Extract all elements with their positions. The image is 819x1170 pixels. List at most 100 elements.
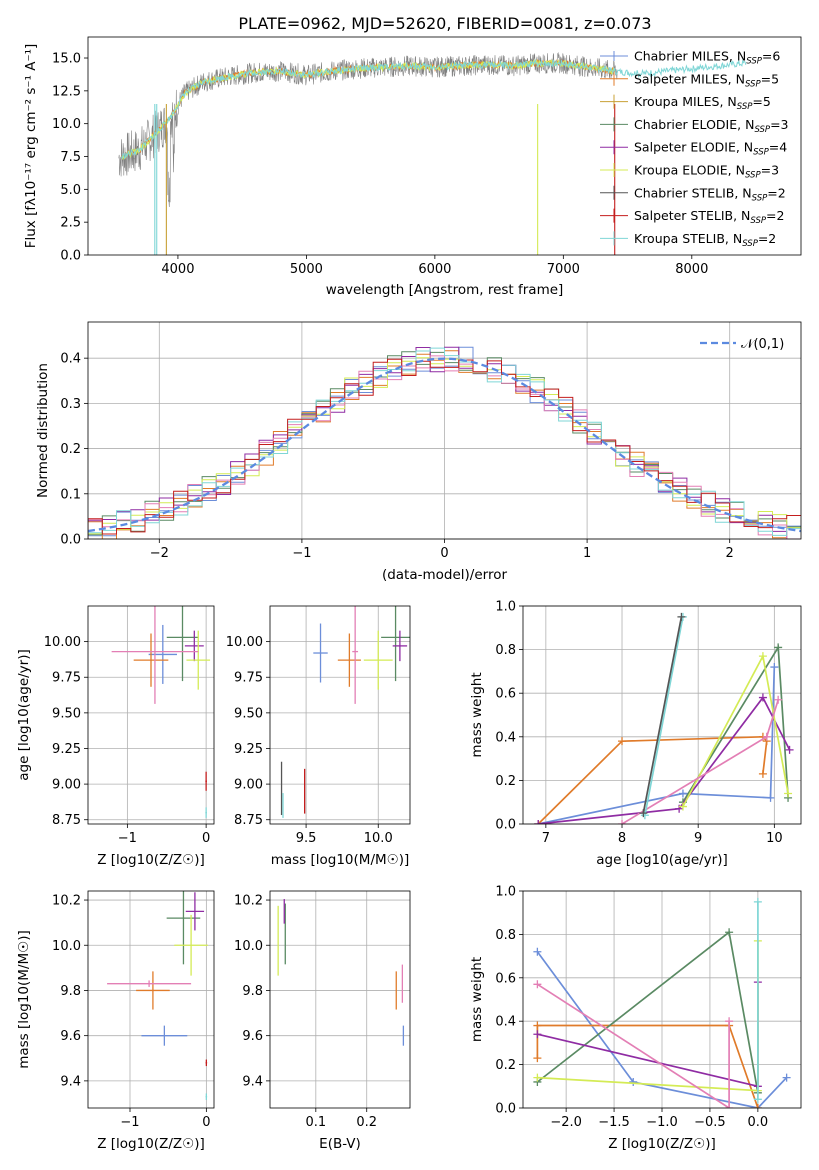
x-tick-label: 0 [202, 1115, 210, 1130]
legend-label-sub: SSP [742, 239, 758, 249]
legend-label-main: Chabrier ELODIE, N [634, 117, 754, 132]
x-tick-label: −1 [118, 831, 137, 846]
y-tick-label: 0.0 [60, 249, 81, 264]
x-tick-label: 6000 [418, 262, 451, 277]
age-vs-mass-panel: 9.5 10.0 8.75 9.00 9.25 9.50 9.75 10.00 mass [lo… [226, 605, 411, 868]
weight-marker [784, 789, 793, 798]
legend-label: Chabrier ELODIE, NSSP=3 [634, 117, 789, 135]
weight-series [536, 983, 730, 1108]
x-tick-label: −1.5 [598, 1115, 630, 1130]
weight-marker [533, 1054, 542, 1063]
y-tick-label: 9.6 [242, 1029, 263, 1044]
y-axis-label: mass weight [469, 672, 485, 757]
error-bars [277, 899, 405, 1046]
y-tick-label: 10.2 [52, 894, 81, 909]
y-tick-label: 0.6 [495, 971, 516, 986]
axes-frame [87, 890, 215, 1109]
y-tick-label: 10.0 [52, 117, 81, 132]
weight-marker [725, 1017, 734, 1026]
y-tick-label: 9.00 [234, 778, 263, 793]
weight-series [536, 1024, 759, 1108]
x-tick-label: −2 [150, 546, 169, 561]
x-tick-label: 0.0 [748, 1115, 769, 1130]
error-bars [107, 891, 208, 1100]
y-tick-label: 0.4 [495, 1015, 516, 1030]
legend-label: Chabrier STELIB, NSSP=2 [634, 185, 786, 203]
weight-marker [533, 1030, 542, 1039]
weight-marker [774, 643, 783, 652]
weight-marker [782, 1073, 791, 1082]
y-tick-label: 0.3 [60, 397, 81, 412]
y-tick-label: 10.0 [234, 939, 263, 954]
x-tick-label: 7 [542, 831, 550, 846]
weight-marker [766, 793, 775, 802]
legend-label: Salpeter MILES, NSSP=5 [634, 71, 779, 89]
legend-label: Salpeter ELODIE, NSSP=4 [634, 140, 787, 158]
legend-label: 𝒩(0,1) [741, 337, 784, 352]
y-tick-label: 9.4 [242, 1074, 263, 1089]
weight-marker [758, 693, 767, 702]
x-tick-label: 0.1 [305, 1115, 326, 1130]
weight-series [538, 696, 791, 824]
x-tick-label: −1.0 [646, 1115, 678, 1130]
spectrum-lines [118, 52, 747, 255]
legend-label-sub: SSP [745, 171, 761, 181]
y-tick-label: 9.50 [52, 706, 81, 721]
axes-frame [87, 36, 802, 256]
y-tick-label: 2.5 [60, 216, 81, 231]
y-tick-label: 0.8 [495, 643, 516, 658]
y-tick-label: 0.4 [495, 730, 516, 745]
y-tick-label: 9.8 [60, 984, 81, 999]
mass-vs-metallicity-panel: −1 0 9.4 9.6 9.8 10.0 10.2 Z [log10(Z/Z☉)] mass … [16, 890, 215, 1152]
legend-label-sub: SSP [745, 79, 761, 89]
legend-label-sub: SSP [746, 57, 762, 67]
x-tick-label: 0.2 [356, 1115, 377, 1130]
y-tick-label: 8.75 [234, 813, 263, 828]
legend-entry: Kroupa MILES, NSSP=5 [600, 94, 771, 112]
legend-label-sub: SSP [754, 125, 770, 135]
axes-frame [269, 605, 411, 825]
x-tick-label: −1 [120, 1115, 139, 1130]
legend-entry: Chabrier STELIB, NSSP=2 [600, 185, 786, 203]
y-tick-label: 0.2 [495, 1058, 516, 1073]
y-tick-label: 0.0 [60, 533, 81, 548]
legend-label-tail: =6 [762, 49, 780, 64]
model-spectrum [120, 58, 747, 160]
weight-lines [533, 897, 791, 1108]
legend-label-sub: SSP [750, 216, 766, 226]
legend-label-main: Salpeter STELIB, N [634, 208, 750, 223]
weight-marker [533, 947, 542, 956]
x-axis-label: Z [log10(Z/Z☉)] [97, 852, 205, 868]
x-axis-label: wavelength [Angstrom, rest frame] [326, 282, 564, 298]
weight-series [537, 940, 759, 1092]
y-tick-label: 1.0 [495, 885, 516, 900]
figure-title: PLATE=0962, MJD=52620, FIBERID=0081, z=0… [238, 14, 651, 33]
x-tick-label: 10 [766, 831, 783, 846]
weight-marker [758, 769, 767, 778]
legend-label-tail: =5 [761, 71, 779, 86]
y-tick-label: 9.75 [52, 671, 81, 686]
legend-label-main: Salpeter ELODIE, N [634, 140, 753, 155]
weight-marker [533, 1073, 542, 1082]
y-tick-label: 0.8 [495, 928, 516, 943]
x-tick-label: 4000 [161, 262, 194, 277]
legend-label: Kroupa ELODIE, NSSP=3 [634, 163, 779, 181]
y-axis-label: mass [log10(M/M☉)] [16, 930, 32, 1069]
x-tick-label: 0 [202, 831, 210, 846]
spectrum-panel: 4000 5000 6000 7000 8000 0.0 2.5 5.0 7.5 10.0 12.5… [23, 36, 802, 298]
legend-label-sub: SSP [737, 102, 753, 112]
weight-marker [762, 732, 771, 741]
legend-label-sub: SSP [752, 193, 768, 203]
y-tick-label: 9.25 [52, 742, 81, 757]
weight-marker [629, 1077, 638, 1086]
y-tick-label: 7.5 [60, 150, 81, 165]
y-tick-label: 9.8 [242, 984, 263, 999]
x-axis-label: Z [log10(Z/Z☉)] [608, 1136, 716, 1152]
mass-weight-vs-age-panel: 7 8 9 10 0.0 0.2 0.4 0.6 0.8 1.0 age [log10(age/yr… [469, 600, 802, 868]
legend-label-main: Kroupa STELIB, N [634, 231, 742, 246]
x-tick-label: 8 [618, 831, 626, 846]
weight-marker [618, 820, 627, 824]
x-tick-label: 9.5 [296, 831, 317, 846]
y-tick-label: 1.0 [495, 600, 516, 615]
